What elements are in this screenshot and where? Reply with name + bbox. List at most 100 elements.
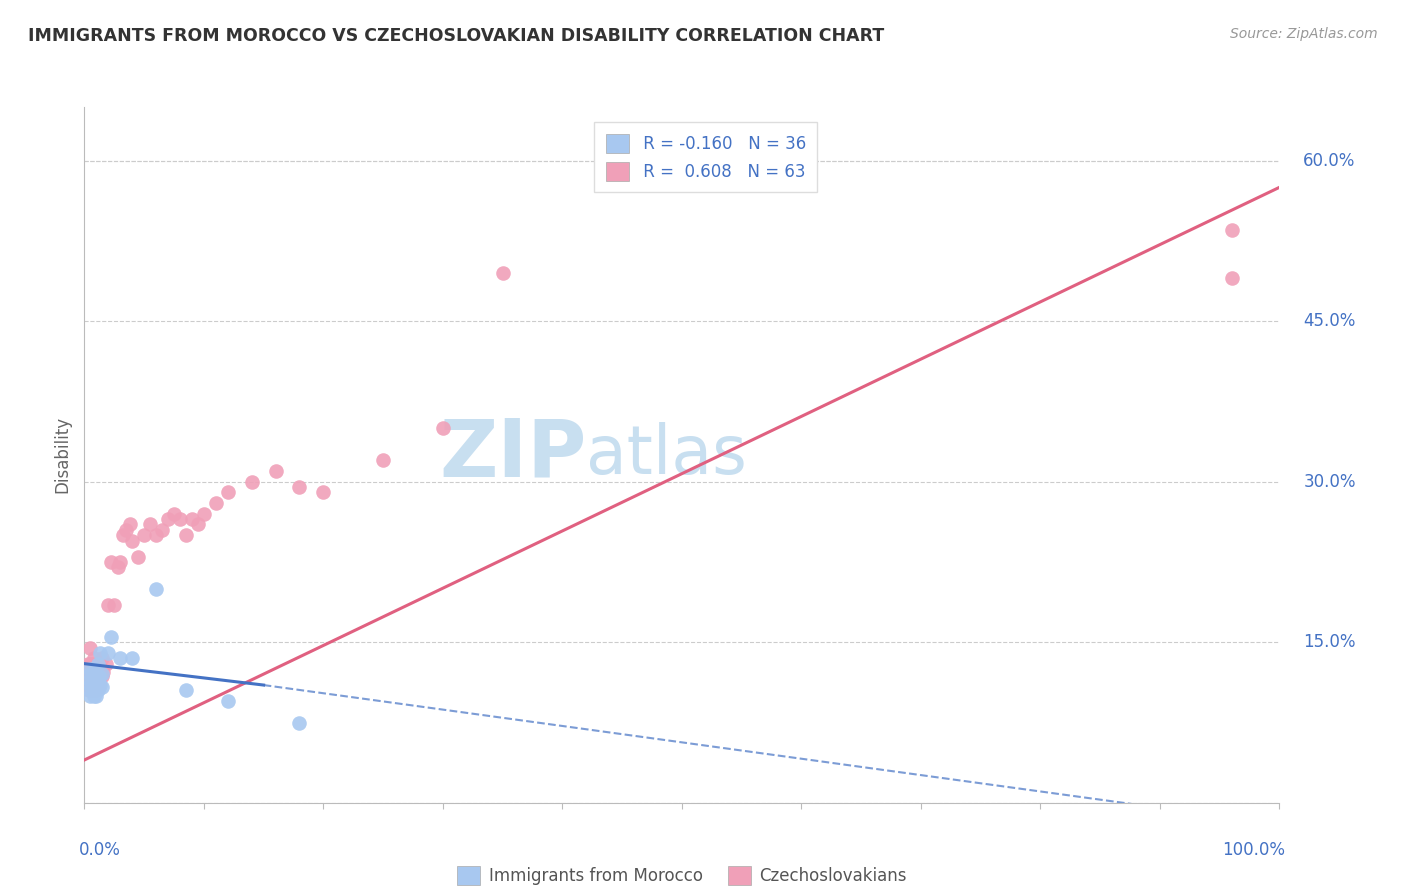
Point xyxy=(492,266,515,280)
Point xyxy=(145,528,167,542)
Point xyxy=(432,421,454,435)
Point xyxy=(83,689,105,703)
Point xyxy=(82,657,104,671)
Point xyxy=(79,640,101,655)
Point xyxy=(84,678,107,692)
Point xyxy=(84,667,107,681)
Point xyxy=(79,683,101,698)
Point xyxy=(97,598,120,612)
Point xyxy=(91,680,114,694)
Point xyxy=(79,673,101,687)
Point xyxy=(110,555,132,569)
Point xyxy=(79,667,101,681)
Point xyxy=(121,533,143,548)
Point xyxy=(77,657,100,671)
Point xyxy=(84,662,107,676)
Point xyxy=(91,669,114,683)
Point xyxy=(79,689,101,703)
Point xyxy=(82,683,104,698)
Point xyxy=(217,694,239,708)
Point xyxy=(205,496,228,510)
Point xyxy=(180,512,202,526)
Point xyxy=(82,673,104,687)
Point xyxy=(84,669,107,683)
Point xyxy=(89,669,111,683)
Point xyxy=(84,678,107,692)
Legend: Immigrants from Morocco, Czechoslovakians: Immigrants from Morocco, Czechoslovakian… xyxy=(450,859,914,892)
Point xyxy=(84,658,107,673)
Point xyxy=(84,673,107,687)
Point xyxy=(87,658,110,673)
Point xyxy=(77,667,100,681)
Point xyxy=(217,485,239,500)
Text: 45.0%: 45.0% xyxy=(1303,312,1355,330)
Point xyxy=(89,678,111,692)
Point xyxy=(312,485,335,500)
Text: atlas: atlas xyxy=(586,422,747,488)
Point xyxy=(84,662,107,676)
Point xyxy=(127,549,149,564)
Point xyxy=(86,667,108,681)
Point xyxy=(111,528,134,542)
Point xyxy=(93,665,115,680)
Point xyxy=(193,507,215,521)
Point xyxy=(110,651,132,665)
Point xyxy=(132,528,156,542)
Point xyxy=(83,651,105,665)
Point xyxy=(145,582,167,596)
Point xyxy=(82,683,104,698)
Point xyxy=(121,651,143,665)
Point xyxy=(84,689,107,703)
Point xyxy=(1220,271,1243,285)
Point xyxy=(84,680,107,694)
Point xyxy=(80,658,103,673)
Point xyxy=(174,683,197,698)
Text: ZIP: ZIP xyxy=(439,416,586,494)
Point xyxy=(82,669,104,683)
Point xyxy=(87,680,110,694)
Point xyxy=(80,680,103,694)
Point xyxy=(83,667,105,681)
Point xyxy=(83,680,105,694)
Point xyxy=(187,517,209,532)
Point xyxy=(371,453,394,467)
Point xyxy=(163,507,186,521)
Point xyxy=(82,678,104,692)
Point xyxy=(100,555,122,569)
Point xyxy=(77,662,100,676)
Point xyxy=(82,667,104,681)
Point xyxy=(150,523,173,537)
Point xyxy=(87,676,110,690)
Point xyxy=(84,673,107,687)
Point xyxy=(118,517,141,532)
Point xyxy=(103,598,125,612)
Point xyxy=(89,646,111,660)
Point xyxy=(91,667,114,681)
Point xyxy=(79,678,101,692)
Text: IMMIGRANTS FROM MOROCCO VS CZECHOSLOVAKIAN DISABILITY CORRELATION CHART: IMMIGRANTS FROM MOROCCO VS CZECHOSLOVAKI… xyxy=(28,27,884,45)
Point xyxy=(79,657,101,671)
Point xyxy=(83,673,105,687)
Point xyxy=(84,683,107,698)
Point xyxy=(87,669,110,683)
Point xyxy=(174,528,197,542)
Point xyxy=(77,683,100,698)
Point xyxy=(86,657,108,671)
Point xyxy=(288,715,311,730)
Text: Source: ZipAtlas.com: Source: ZipAtlas.com xyxy=(1230,27,1378,41)
Point xyxy=(169,512,191,526)
Point xyxy=(1220,223,1243,237)
Text: 0.0%: 0.0% xyxy=(79,841,121,859)
Point xyxy=(94,657,117,671)
Point xyxy=(100,630,122,644)
Point xyxy=(79,662,101,676)
Point xyxy=(107,560,129,574)
Point xyxy=(240,475,263,489)
Text: 30.0%: 30.0% xyxy=(1303,473,1355,491)
Point xyxy=(91,651,114,665)
Point xyxy=(83,680,105,694)
Point xyxy=(97,646,120,660)
Point xyxy=(264,464,287,478)
Text: 60.0%: 60.0% xyxy=(1303,152,1355,169)
Point xyxy=(288,480,311,494)
